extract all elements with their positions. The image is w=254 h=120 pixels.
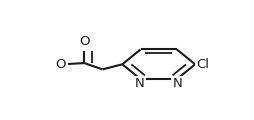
Text: O: O bbox=[79, 35, 90, 48]
Text: N: N bbox=[173, 77, 183, 90]
Text: Cl: Cl bbox=[197, 58, 210, 71]
Text: N: N bbox=[135, 77, 145, 90]
Text: O: O bbox=[56, 57, 66, 71]
